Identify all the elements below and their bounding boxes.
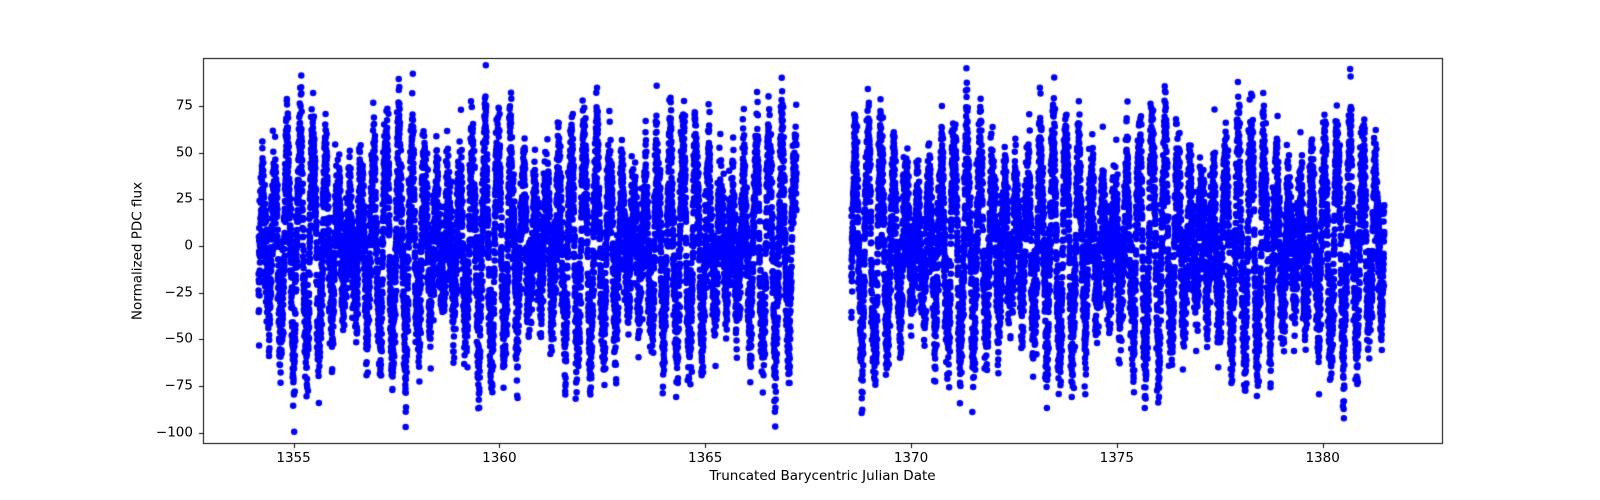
y-tick-label--25: −25 [164, 284, 194, 301]
x-tick-label-1365: 1365 [687, 450, 723, 466]
x-tick-label-1380: 1380 [1305, 450, 1340, 466]
y-tick-label-25: 25 [175, 190, 193, 207]
x-tick-label-1370: 1370 [893, 450, 929, 466]
y-axis-label: Normalized PDC flux [129, 181, 146, 320]
y-tick-label-0: 0 [184, 237, 193, 254]
y-tick-label--100: −100 [155, 423, 193, 440]
x-axis-label: Truncated Barycentric Julian Date [709, 468, 936, 484]
x-tick-label-1375: 1375 [1099, 450, 1134, 466]
y-tick-label-50: 50 [175, 144, 193, 161]
x-tick-label-1355: 1355 [276, 450, 311, 466]
y-tick-label-75: 75 [175, 97, 193, 114]
x-tick-label-1360: 1360 [482, 450, 517, 466]
y-tick-label--50: −50 [164, 330, 194, 347]
y-tick-label--75: −75 [164, 377, 194, 394]
